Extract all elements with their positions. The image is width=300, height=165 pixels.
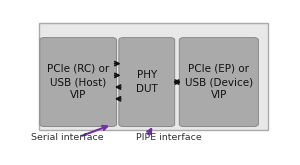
Text: PCIe (EP) or
USB (Device)
VIP: PCIe (EP) or USB (Device) VIP (185, 64, 253, 100)
Text: PIPE interface: PIPE interface (136, 133, 202, 142)
FancyBboxPatch shape (179, 38, 258, 127)
FancyBboxPatch shape (119, 38, 175, 127)
FancyBboxPatch shape (40, 38, 116, 127)
Text: Serial interface: Serial interface (32, 133, 104, 142)
Text: PCIe (RC) or
USB (Host)
VIP: PCIe (RC) or USB (Host) VIP (47, 64, 109, 100)
Text: PHY
DUT: PHY DUT (136, 70, 158, 94)
FancyBboxPatch shape (39, 23, 268, 130)
